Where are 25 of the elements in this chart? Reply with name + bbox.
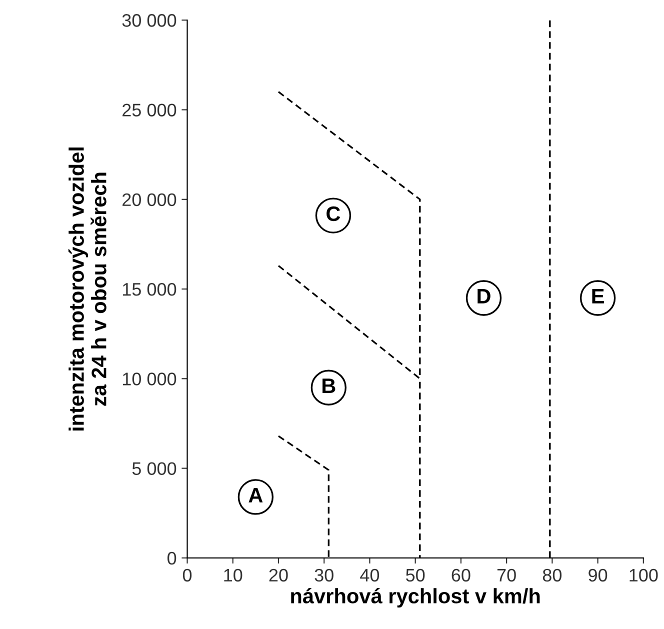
x-tick-label: 90 bbox=[588, 568, 608, 582]
annotation: B bbox=[322, 378, 336, 394]
x-tick-label: 0 bbox=[182, 568, 192, 582]
x-tick-label: 10 bbox=[224, 568, 242, 582]
y-tick-label: 20 000 bbox=[122, 193, 176, 206]
x-tick-label: 30 bbox=[314, 568, 334, 582]
x-tick-label: 80 bbox=[542, 568, 562, 582]
annotation: E bbox=[592, 289, 604, 304]
annotation: A bbox=[248, 488, 263, 502]
y-tick-label: 30 000 bbox=[122, 14, 176, 27]
annotation: C bbox=[326, 206, 340, 222]
x-tick-label: 40 bbox=[360, 568, 380, 582]
x-tick-label: 50 bbox=[406, 568, 425, 582]
y-tick-label: 15 000 bbox=[122, 282, 176, 296]
x-tick-label: 20 bbox=[269, 568, 288, 582]
x-tick-label: 60 bbox=[452, 568, 470, 582]
y-tick-label: 25 000 bbox=[122, 104, 176, 116]
x-tick-label: 70 bbox=[497, 568, 516, 582]
y-tick-label: 5 000 bbox=[132, 462, 176, 476]
y-tick-label: 0 bbox=[167, 552, 176, 565]
x-tick-label: 100 bbox=[630, 568, 658, 582]
y-axis-title: intenzita motorových vozidel za 24 h v obou směrech bbox=[68, 148, 106, 431]
annotation: D bbox=[478, 289, 490, 304]
y-tick-label: 10 000 bbox=[122, 372, 176, 386]
x-axis-title: návrhová rychlost v km/h bbox=[291, 588, 540, 608]
